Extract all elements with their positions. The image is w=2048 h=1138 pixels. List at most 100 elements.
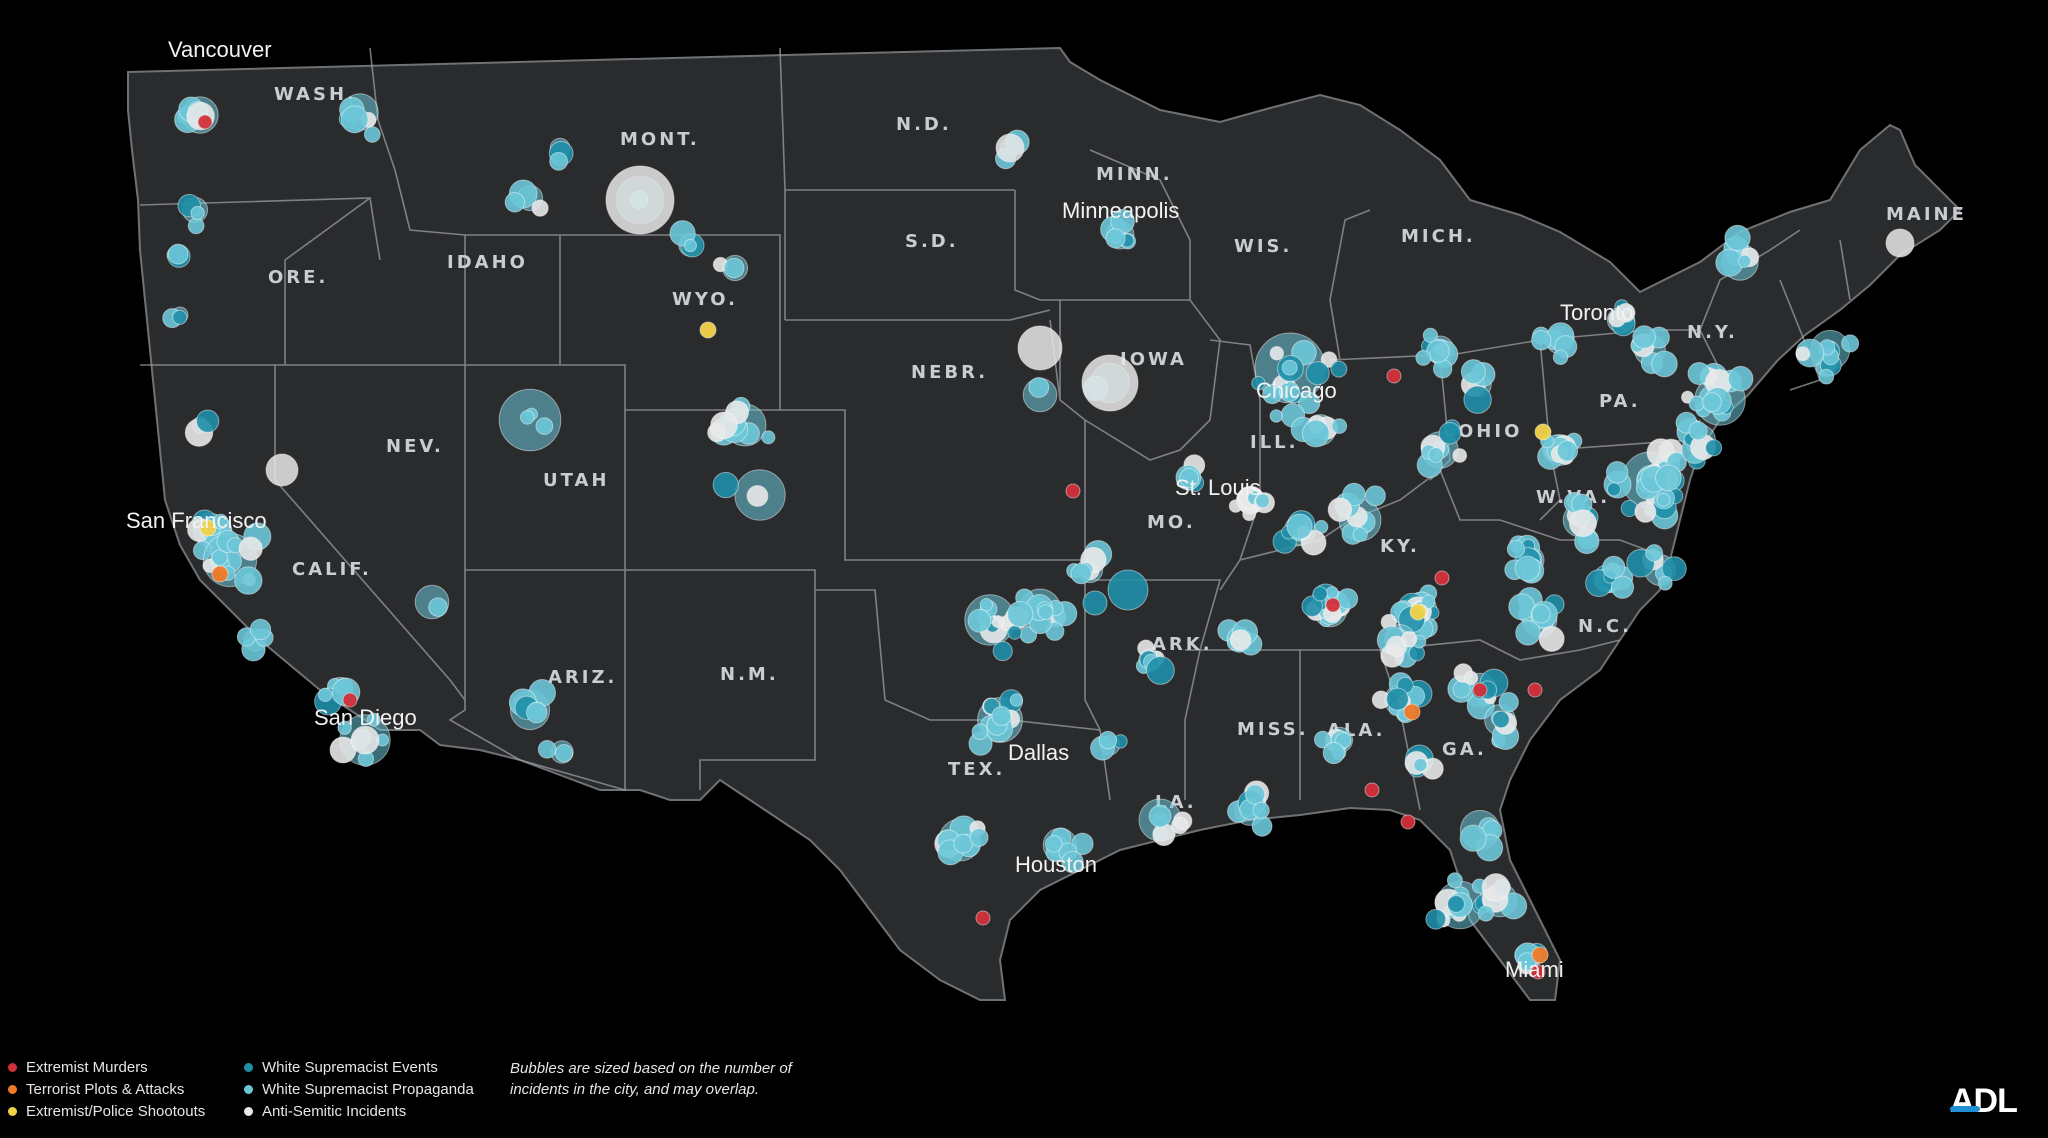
propaganda-bubble bbox=[1007, 600, 1034, 628]
propaganda-bubble bbox=[1737, 254, 1752, 268]
legend-item-ws-propaganda: White Supremacist Propaganda bbox=[244, 1078, 474, 1100]
propaganda-bubble bbox=[979, 598, 994, 612]
propaganda-bubble bbox=[1279, 381, 1300, 403]
state-label: CALIF. bbox=[292, 559, 372, 580]
propaganda-bubble bbox=[1656, 492, 1671, 507]
murders-bubble bbox=[1434, 570, 1450, 586]
propaganda-bubble bbox=[1688, 395, 1705, 412]
propaganda-bubble bbox=[1632, 325, 1656, 349]
events-bubble bbox=[196, 409, 220, 433]
events-bubble bbox=[1425, 908, 1447, 930]
propaganda-bubble bbox=[1313, 730, 1332, 749]
events-bubble bbox=[1082, 590, 1108, 616]
propaganda-bubble bbox=[1506, 539, 1526, 559]
propaganda-bubble bbox=[167, 243, 189, 265]
state-label: N.Y. bbox=[1687, 322, 1738, 343]
murders-bubble bbox=[1527, 682, 1543, 698]
state-label: OHIO bbox=[1458, 421, 1522, 442]
propaganda-bubble bbox=[1148, 804, 1172, 828]
propaganda-bubble bbox=[723, 257, 745, 279]
propaganda-bubble bbox=[1459, 824, 1487, 852]
events-bubble bbox=[1146, 656, 1175, 685]
adl-logo: ADL bbox=[1950, 1082, 2040, 1122]
legend-column-2: White Supremacist Events White Supremaci… bbox=[244, 1056, 474, 1122]
city-label: Vancouver bbox=[168, 37, 272, 62]
antisemitic-bubble bbox=[1081, 354, 1139, 412]
state-label: WYO. bbox=[672, 289, 738, 310]
propaganda-bubble bbox=[969, 828, 989, 847]
propaganda-bubble bbox=[1727, 365, 1754, 392]
propaganda-bubble bbox=[519, 409, 535, 425]
propaganda-bubble bbox=[1724, 224, 1751, 252]
legend-label: White Supremacist Events bbox=[262, 1058, 438, 1076]
shootouts-bubble bbox=[1534, 423, 1552, 441]
propaganda-bubble bbox=[1655, 464, 1682, 492]
propaganda-bubble bbox=[1514, 555, 1541, 582]
legend-label: Extremist Murders bbox=[26, 1058, 148, 1076]
city-label: Houston bbox=[1015, 852, 1097, 877]
propaganda-bubble bbox=[1325, 586, 1339, 600]
propaganda-bubble bbox=[1071, 832, 1094, 856]
legend-item-terrorist-plots: Terrorist Plots & Attacks bbox=[8, 1078, 205, 1100]
propaganda-bubble bbox=[1605, 461, 1629, 484]
propaganda-bubble bbox=[1498, 691, 1519, 713]
state-label: TEX. bbox=[948, 759, 1005, 780]
murders-bubble bbox=[197, 114, 213, 130]
propaganda-bubble bbox=[1446, 872, 1463, 889]
murders-bubble bbox=[1472, 682, 1488, 698]
propaganda-bubble bbox=[1657, 575, 1673, 591]
events-bubble bbox=[1330, 360, 1348, 378]
events-bubble bbox=[1705, 439, 1723, 457]
propaganda-bubble bbox=[1645, 544, 1664, 562]
legend-item-shootouts: Extremist/Police Shootouts bbox=[8, 1100, 205, 1122]
antisemitic-bubble bbox=[1401, 631, 1418, 648]
state-label: N.D. bbox=[896, 114, 952, 135]
antisemitic-bubble bbox=[1017, 325, 1063, 371]
legend-note: Bubbles are sized based on the number of… bbox=[510, 1060, 792, 1098]
state-label: WIS. bbox=[1234, 236, 1292, 257]
propaganda-bubble bbox=[1426, 339, 1450, 363]
events-bubble bbox=[1447, 895, 1465, 913]
antisemitic-bubble bbox=[1242, 507, 1257, 522]
propaganda-bubble bbox=[1415, 349, 1432, 366]
legend-dot-yellow bbox=[8, 1106, 17, 1116]
propaganda-bubble bbox=[1651, 350, 1678, 378]
antisemitic-bubble bbox=[1269, 345, 1285, 361]
antisemitic-bubble bbox=[1795, 346, 1811, 362]
antisemitic-bubble bbox=[1568, 509, 1597, 538]
state-label: MONT. bbox=[620, 129, 700, 150]
antisemitic-bubble bbox=[1229, 629, 1252, 651]
propaganda-bubble bbox=[1818, 368, 1835, 385]
propaganda-bubble bbox=[554, 743, 574, 763]
murders-bubble bbox=[1325, 597, 1341, 613]
propaganda-bubble bbox=[1342, 482, 1366, 507]
antisemitic-bubble bbox=[1228, 499, 1243, 513]
events-bubble bbox=[1107, 569, 1149, 611]
propaganda-bubble bbox=[318, 687, 333, 703]
propaganda-bubble bbox=[190, 205, 205, 221]
incident-bubbles bbox=[162, 93, 1915, 980]
propaganda-bubble bbox=[1422, 327, 1439, 344]
state-label: NEBR. bbox=[911, 362, 988, 383]
propaganda-bubble bbox=[1301, 419, 1330, 448]
propaganda-bubble bbox=[1688, 421, 1708, 441]
plots-bubble bbox=[211, 565, 229, 583]
propaganda-bubble bbox=[1702, 392, 1722, 413]
state-label: MAINE bbox=[1886, 204, 1967, 225]
state-borders bbox=[139, 47, 1851, 811]
propaganda-bubble bbox=[1044, 835, 1063, 853]
antisemitic-bubble bbox=[1170, 816, 1189, 835]
state-label: ILL. bbox=[1250, 432, 1298, 453]
antisemitic-bubble bbox=[531, 199, 549, 217]
adl-logo-text: ADL bbox=[1950, 1082, 2018, 1120]
events-bubble bbox=[1312, 586, 1328, 602]
antisemitic-bubble bbox=[202, 558, 218, 574]
antisemitic-bubble bbox=[605, 165, 675, 235]
state-label: NEV. bbox=[386, 436, 444, 457]
propaganda-bubble bbox=[1610, 575, 1635, 599]
events-bubble bbox=[712, 471, 739, 499]
events-bubble bbox=[1606, 482, 1622, 497]
antisemitic-bubble bbox=[746, 485, 769, 507]
propaganda-bubble bbox=[366, 712, 381, 727]
propaganda-bubble bbox=[1070, 562, 1092, 585]
